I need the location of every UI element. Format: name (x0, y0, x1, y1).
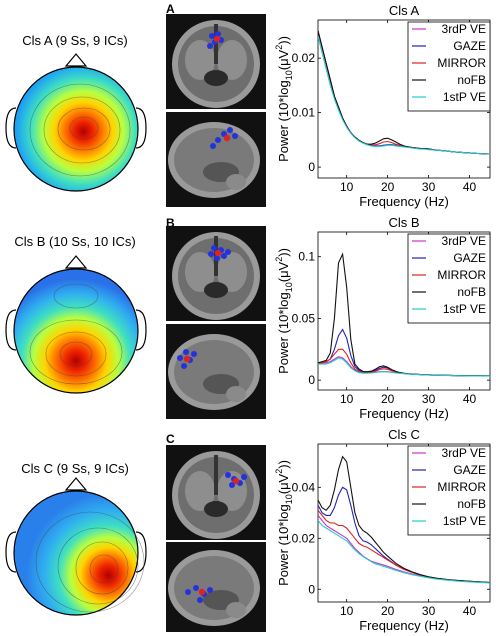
series-line (318, 520, 490, 584)
chart-title: Cls B (388, 215, 419, 230)
legend-label: MIRROR (437, 268, 486, 282)
x-tick-label: 40 (463, 604, 477, 618)
mri-sagittal-slice (166, 324, 266, 419)
mri-coronal-slice (166, 14, 266, 109)
scalp-topography (5, 53, 147, 192)
y-tick-label: 0.05 (292, 311, 316, 325)
psd-chart-cls-c: Cls C 10 20 30 40 0 0.02 0.04 Frequency (Hz) Powe… (274, 427, 491, 633)
x-tick-label: 30 (422, 604, 436, 618)
y-tick-label: 0.04 (292, 480, 316, 494)
legend-box (407, 445, 491, 536)
x-axis-label: Frequency (Hz) (359, 618, 449, 633)
y-axis-label: Power (10*log10(μV2)) (274, 36, 294, 162)
y-tick-label: 0.01 (292, 106, 316, 120)
legend-label: noFB (457, 285, 486, 299)
y-tick-label: 0.02 (292, 531, 316, 545)
x-tick-label: 30 (422, 180, 436, 194)
x-tick-label: 20 (381, 180, 395, 194)
mri-coronal-slice (166, 226, 266, 321)
y-axis-label: Power (10*log10(μV2)) (274, 248, 294, 374)
x-tick-label: 40 (463, 392, 477, 406)
series-line (318, 348, 490, 377)
y-tick-label: 0 (308, 160, 315, 174)
series-line (318, 455, 490, 584)
legend-label: noFB (457, 73, 486, 87)
series-line (318, 36, 490, 155)
legend-box (407, 21, 491, 112)
panel-letter: C (166, 432, 175, 446)
row-cls-a: Cls A (9 Ss, 9 ICs) A (0, 0, 496, 212)
row-cls-b: Cls B (10 Ss, 10 ICs) B (0, 212, 496, 424)
x-tick-label: 10 (340, 392, 354, 406)
cluster-label: Cls A (9 Ss, 9 ICs) (22, 33, 128, 48)
x-tick-label: 30 (422, 392, 436, 406)
cluster-label: Cls B (10 Ss, 10 ICs) (14, 234, 136, 249)
mri-coronal-slice (166, 445, 266, 540)
x-axis-label: Frequency (Hz) (359, 194, 449, 209)
y-tick-label: 0.1 (298, 250, 315, 264)
legend-box (407, 233, 491, 324)
scalp-topography (5, 255, 147, 394)
legend-label: 1stP VE (443, 302, 486, 316)
x-tick-label: 20 (381, 604, 395, 618)
psd-chart-cls-b: Cls B 10 20 30 40 0 0.05 0.1 Frequency (Hz) Power… (274, 215, 491, 421)
x-tick-label: 20 (381, 392, 395, 406)
y-tick-label: 0 (308, 373, 315, 387)
x-tick-label: 40 (463, 180, 477, 194)
legend-label: MIRROR (437, 480, 486, 494)
row-cls-c: Cls C (9 Ss, 9 ICs) C (0, 424, 496, 636)
legend-label: GAZE (453, 39, 486, 53)
legend-label: 3rdP VE (442, 446, 486, 460)
legend-label: 3rdP VE (442, 22, 486, 36)
legend-label: 1stP VE (443, 90, 486, 104)
panel-letter: B (166, 216, 175, 230)
x-tick-label: 10 (340, 604, 354, 618)
legend-label: noFB (457, 497, 486, 511)
series-line (318, 357, 490, 377)
x-axis-label: Frequency (Hz) (359, 406, 449, 421)
panel-letter: A (166, 2, 175, 16)
cluster-label: Cls C (9 Ss, 9 ICs) (21, 461, 129, 476)
chart-title: Cls C (388, 427, 420, 442)
legend-label: 3rdP VE (442, 234, 486, 248)
psd-chart-cls-a: Cls A 10 20 30 40 0 0.01 0.02 Frequency (Hz) Powe… (274, 3, 491, 209)
legend-label: GAZE (453, 251, 486, 265)
legend-label: GAZE (453, 463, 486, 477)
x-tick-label: 10 (340, 180, 354, 194)
y-tick-label: 0 (308, 582, 315, 596)
chart-title: Cls A (389, 3, 420, 18)
y-tick-label: 0.02 (292, 51, 316, 65)
y-axis-label: Power (10*log10(μV2)) (274, 460, 294, 586)
mri-sagittal-slice (166, 112, 266, 207)
legend-label: 1stP VE (443, 514, 486, 528)
mri-sagittal-slice (166, 542, 266, 632)
series-line (318, 328, 490, 377)
legend-label: MIRROR (437, 56, 486, 70)
scalp-topography (5, 477, 147, 616)
